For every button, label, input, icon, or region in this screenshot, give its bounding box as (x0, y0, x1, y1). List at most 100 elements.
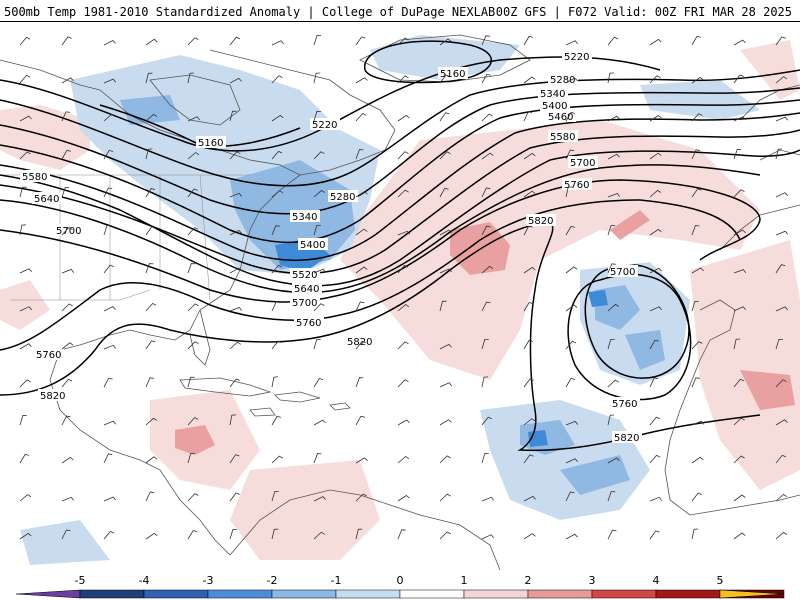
wind-barb (649, 416, 661, 426)
wind-barb (19, 268, 33, 274)
wind-barb (61, 111, 71, 122)
wind-barb (481, 376, 489, 388)
contour-label: 5700 (610, 267, 635, 278)
anomaly-colorbar: -5 -4 -3 -2 -1 0 1 2 3 4 5 (0, 574, 800, 600)
wind-barb (61, 456, 74, 464)
wind-barb (565, 186, 573, 198)
wind-barb (313, 72, 321, 84)
wind-barb (775, 148, 783, 160)
wind-barb (439, 151, 451, 160)
wind-barb (691, 492, 702, 502)
wind-barb (229, 229, 242, 236)
wind-barb (313, 225, 321, 236)
wind-barb (355, 191, 368, 198)
contour-label: 5160 (440, 69, 465, 80)
contour-label: 5700 (570, 158, 595, 169)
wind-barb (229, 36, 241, 46)
wind-barb (103, 264, 114, 274)
coastline (329, 402, 351, 411)
wind-barb (313, 453, 322, 464)
wind-barb (481, 301, 491, 312)
wind-barb (103, 530, 115, 540)
wind-barb (733, 494, 746, 502)
coastline (179, 377, 272, 397)
wind-barb (481, 339, 489, 350)
wind-barb (481, 113, 493, 122)
wind-barb (775, 264, 786, 274)
wind-barb (733, 378, 745, 388)
wind-barb (187, 116, 201, 122)
wind-barb (565, 340, 577, 350)
wind-barb (775, 454, 787, 464)
wind-barb (481, 152, 494, 160)
wind-barb (355, 266, 368, 274)
wind-barb (565, 533, 578, 540)
colorbar-tick: -3 (202, 574, 214, 587)
wind-barb (565, 149, 575, 160)
wind-barb (481, 187, 491, 198)
wind-barb (145, 38, 158, 46)
wind-barb (649, 306, 663, 312)
wind-barb (313, 496, 326, 502)
wind-barb (439, 268, 453, 274)
wind-barb (187, 493, 199, 502)
wind-barb (439, 419, 452, 426)
wind-barb (19, 224, 26, 236)
wind-barb (691, 300, 699, 312)
wind-barb (19, 115, 32, 122)
wind-barb (61, 227, 73, 236)
wind-barb (19, 74, 31, 84)
wind-barb (187, 37, 199, 46)
wind-barb (271, 264, 283, 274)
contour-label: 5220 (564, 52, 589, 63)
wind-barb (523, 533, 536, 540)
wind-barb (649, 38, 662, 46)
wind-barb (733, 116, 746, 122)
wind-barb (439, 531, 451, 540)
height-contours (0, 40, 800, 452)
wind-barb (733, 532, 746, 540)
wind-barb (733, 269, 747, 274)
wind-barb (271, 40, 285, 46)
wind-barb (271, 190, 284, 198)
colorbar-cell (591, 589, 657, 599)
map-title: 500mb Temp 1981-2010 Standardized Anomal… (4, 5, 496, 19)
wind-barb (61, 529, 71, 540)
colorbar-cell (399, 589, 465, 599)
wind-barb (523, 302, 534, 312)
wind-barb (775, 36, 786, 46)
border (59, 174, 211, 301)
contour-label: 5220 (312, 120, 337, 131)
wind-barb (313, 110, 321, 122)
colorbar-cell (143, 589, 209, 599)
wind-barb (397, 495, 410, 502)
wind-barb (565, 77, 578, 84)
wind-barb (145, 340, 156, 350)
wind-barb (145, 377, 154, 388)
wind-barb (229, 454, 240, 464)
wind-barb (691, 420, 705, 426)
wind-barb (355, 415, 365, 426)
wind-barb (523, 378, 534, 388)
wind-barb (271, 415, 282, 426)
contour-5700 (0, 179, 761, 303)
wind-barb (733, 149, 742, 160)
contour-5760 (0, 199, 741, 351)
wind-barb (19, 343, 32, 350)
wind-barb (271, 301, 281, 312)
warm-anomaly-shade (340, 120, 760, 380)
wind-barb (607, 529, 617, 540)
wind-barb (775, 230, 789, 236)
colorbar-cell (463, 589, 529, 599)
wind-barb (607, 225, 616, 236)
wind-barb (481, 416, 493, 426)
wind-barb (103, 344, 117, 350)
wind-barb (397, 114, 410, 122)
map-header: 500mb Temp 1981-2010 Standardized Anomal… (0, 0, 800, 22)
contour-label: 5700 (56, 226, 81, 237)
contour-label: 5760 (612, 399, 637, 410)
wind-barb (523, 76, 536, 84)
contour-5700 (584, 264, 690, 379)
colorbar-tick: 5 (716, 574, 724, 587)
wind-barb (61, 77, 74, 84)
